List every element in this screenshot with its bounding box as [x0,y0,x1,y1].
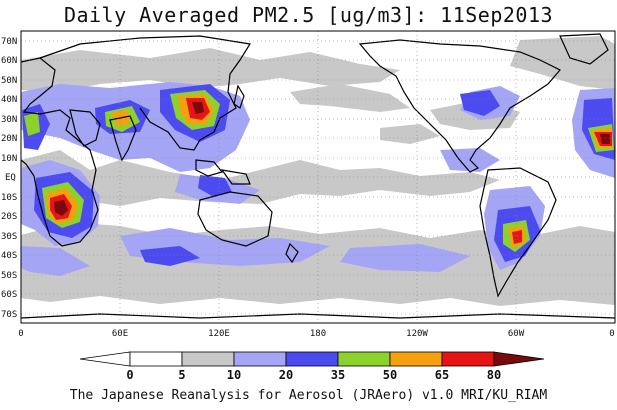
lon-label: 0 [609,329,614,339]
colorbar-level-label: 35 [331,368,345,382]
pm25-field-darkred [54,102,610,216]
lat-label: 40S [1,251,17,261]
lat-label: 30N [1,115,17,125]
lat-label: 60S [1,290,17,300]
lat-label: EQ [5,173,16,183]
colorbar-segment [233,351,287,367]
lon-label: 120W [406,329,428,339]
colorbar-segment [337,351,391,367]
lat-label: 40N [1,95,17,105]
lon-label: 0 [18,329,23,339]
map-title: Daily Averaged PM2.5 [ug/m3]: 11Sep2013 [63,3,554,27]
lon-label: 60E [112,329,128,339]
coastlines [21,33,615,319]
graticule [21,31,615,323]
lat-label: 70N [1,37,17,47]
colorbar-arrow-low [79,351,131,367]
lat-label: 10S [1,193,17,203]
colorbar-level-label: 65 [435,368,449,382]
lon-label: 180 [310,329,326,339]
colorbar-level-label: 50 [383,368,397,382]
lat-label: 70S [1,310,17,320]
colorbar-segment [129,351,183,367]
lon-label: 60W [508,329,525,339]
footer-credit: The Japanese Reanalysis for Aerosol (JRA… [69,388,548,403]
lat-label: 20N [1,134,17,144]
colorbar-segment [285,351,339,367]
colorbar-segment [441,351,495,367]
colorbar-level-label: 80 [487,368,501,382]
latitude-labels: 70N 60N 50N 40N 30N 20N 10N EQ 10S 20S 3… [1,37,17,320]
colorbar-level-label: 20 [279,368,293,382]
lat-label: 50S [1,271,17,281]
colorbar-segment [389,351,443,367]
longitude-labels: 0 60E 120E 180 120W 60W 0 [18,329,614,339]
colorbar: 0 5 10 20 35 50 65 80 [79,351,545,382]
lat-label: 50N [1,76,17,86]
colorbar-arrow-high [493,351,545,367]
lat-label: 20S [1,212,17,222]
colorbar-level-label: 0 [126,368,133,382]
colorbar-segment [181,351,235,367]
colorbar-level-label: 10 [227,368,241,382]
lat-label: 30S [1,232,17,242]
lon-label: 120E [208,329,230,339]
lat-label: 60N [1,56,17,66]
colorbar-level-label: 5 [178,368,185,382]
lat-label: 10N [1,154,17,164]
